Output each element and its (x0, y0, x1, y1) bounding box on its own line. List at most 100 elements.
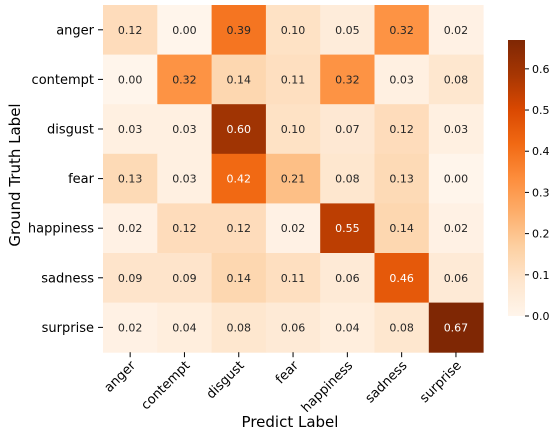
cell-value-label: 0.14 (227, 272, 252, 285)
cell-value-label: 0.08 (227, 321, 252, 334)
cell-value-label: 0.11 (281, 272, 306, 285)
heatmap-cell (428, 203, 484, 254)
x-axis-title: Predict Label (242, 413, 339, 431)
colorbar-gradient (508, 40, 525, 316)
heatmap-cell (211, 253, 267, 304)
cell-value-label: 0.67 (444, 321, 469, 334)
heatmap-cell (428, 253, 484, 304)
heatmap-cell (374, 203, 430, 254)
colorbar-tick-label: 0.3 (532, 186, 550, 199)
heatmap-cell (211, 302, 267, 353)
cell-value-label: 0.03 (118, 123, 143, 136)
cell-value-label: 0.42 (227, 173, 252, 186)
heatmap-cell (265, 54, 321, 105)
heatmap-cell (374, 104, 430, 155)
heatmap-cell (428, 153, 484, 204)
y-tick-label: contempt (32, 73, 94, 88)
heatmap-cell (265, 302, 321, 353)
cell-value-label: 0.14 (227, 73, 252, 86)
heatmap-cell (265, 104, 321, 155)
cell-value-label: 0.13 (389, 173, 414, 186)
cell-value-label: 0.06 (444, 272, 469, 285)
heatmap-cell (211, 153, 267, 204)
heatmap-cell (103, 54, 158, 105)
heatmap-cell (211, 203, 267, 254)
y-tick-label: happiness (28, 222, 94, 237)
cell-value-label: 0.02 (281, 222, 306, 235)
cell-value-label: 0.02 (118, 222, 143, 235)
heatmap-cell (103, 302, 158, 353)
heatmap-cell (265, 5, 321, 56)
cell-value-label: 0.02 (118, 321, 143, 334)
cell-value-label: 0.08 (335, 173, 360, 186)
cell-value-label: 0.06 (335, 272, 360, 285)
y-tick-label: disgust (47, 123, 94, 138)
cell-value-label: 0.03 (389, 73, 414, 86)
y-tick-label: surprise (42, 321, 94, 336)
cell-value-label: 0.02 (444, 24, 469, 37)
heatmap-cell (103, 153, 158, 204)
cell-value-label: 0.55 (335, 222, 360, 235)
colorbar-tick-label: 0.2 (532, 228, 550, 241)
colorbar-tick-label: 0.6 (532, 63, 550, 76)
cell-value-label: 0.03 (172, 173, 197, 186)
heatmap-cell (103, 203, 158, 254)
heatmap-cell (157, 54, 213, 105)
heatmap-cell (157, 104, 213, 155)
heatmap-cell (103, 5, 158, 56)
cell-value-label: 0.08 (389, 321, 414, 334)
y-tick-label: sadness (41, 271, 94, 286)
heatmap-cell (211, 5, 267, 56)
cell-value-label: 0.00 (444, 173, 469, 186)
cell-value-label: 0.06 (281, 321, 306, 334)
heatmap-cell (320, 253, 375, 304)
cell-value-label: 0.02 (444, 222, 469, 235)
x-tick-label: anger (102, 358, 140, 396)
heatmap-cell (157, 253, 213, 304)
cell-value-label: 0.12 (118, 24, 143, 37)
heatmap-cell (428, 104, 484, 155)
cell-value-label: 0.12 (172, 222, 197, 235)
cell-value-label: 0.04 (172, 321, 197, 334)
colorbar: 0.0 0.1 0.2 0.3 0.4 0.5 0.6 (508, 40, 550, 323)
cell-value-label: 0.32 (335, 73, 360, 86)
cell-value-label: 0.03 (172, 123, 197, 136)
x-tick-label: surprise (417, 358, 465, 406)
heatmap-cell (374, 54, 430, 105)
x-tick-label: happiness (299, 358, 357, 416)
heatmap-cell (320, 302, 375, 353)
heatmap-cell (157, 153, 213, 204)
y-tick-label: fear (68, 172, 95, 187)
cell-value-label: 0.09 (172, 272, 197, 285)
heatmap-cell (320, 5, 375, 56)
cell-value-label: 0.00 (172, 24, 197, 37)
y-tick-labels: anger contempt disgust fear happiness sadness… (28, 23, 103, 336)
cell-value-label: 0.03 (444, 123, 469, 136)
heatmap-cell (157, 5, 213, 56)
cell-value-label: 0.32 (172, 73, 197, 86)
cell-value-label: 0.60 (227, 123, 252, 136)
heatmap-cell (211, 54, 267, 105)
heatmap-cell (320, 104, 375, 155)
cell-value-label: 0.00 (118, 73, 143, 86)
heatmap-cell (374, 153, 430, 204)
heatmap-cell (374, 5, 430, 56)
cell-value-label: 0.12 (389, 123, 414, 136)
heatmap-cell (211, 104, 267, 155)
heatmap-cell-labels: 0.12 0.00 0.39 0.10 0.05 0.32 0.02 0.00 0.32 0.14… (118, 24, 468, 335)
cell-value-label: 0.10 (281, 24, 306, 37)
cell-value-label: 0.09 (118, 272, 143, 285)
y-axis-title: Ground Truth Label (6, 103, 24, 246)
heatmap-cell (374, 302, 430, 353)
heatmap-cell (157, 203, 213, 254)
cell-value-label: 0.05 (335, 24, 360, 37)
heatmap-cells (103, 5, 484, 353)
heatmap-cell (320, 153, 375, 204)
cell-value-label: 0.32 (389, 24, 414, 37)
heatmap-cell (428, 302, 484, 353)
cell-value-label: 0.21 (281, 173, 306, 186)
cell-value-label: 0.07 (335, 123, 360, 136)
cell-value-label: 0.13 (118, 173, 143, 186)
